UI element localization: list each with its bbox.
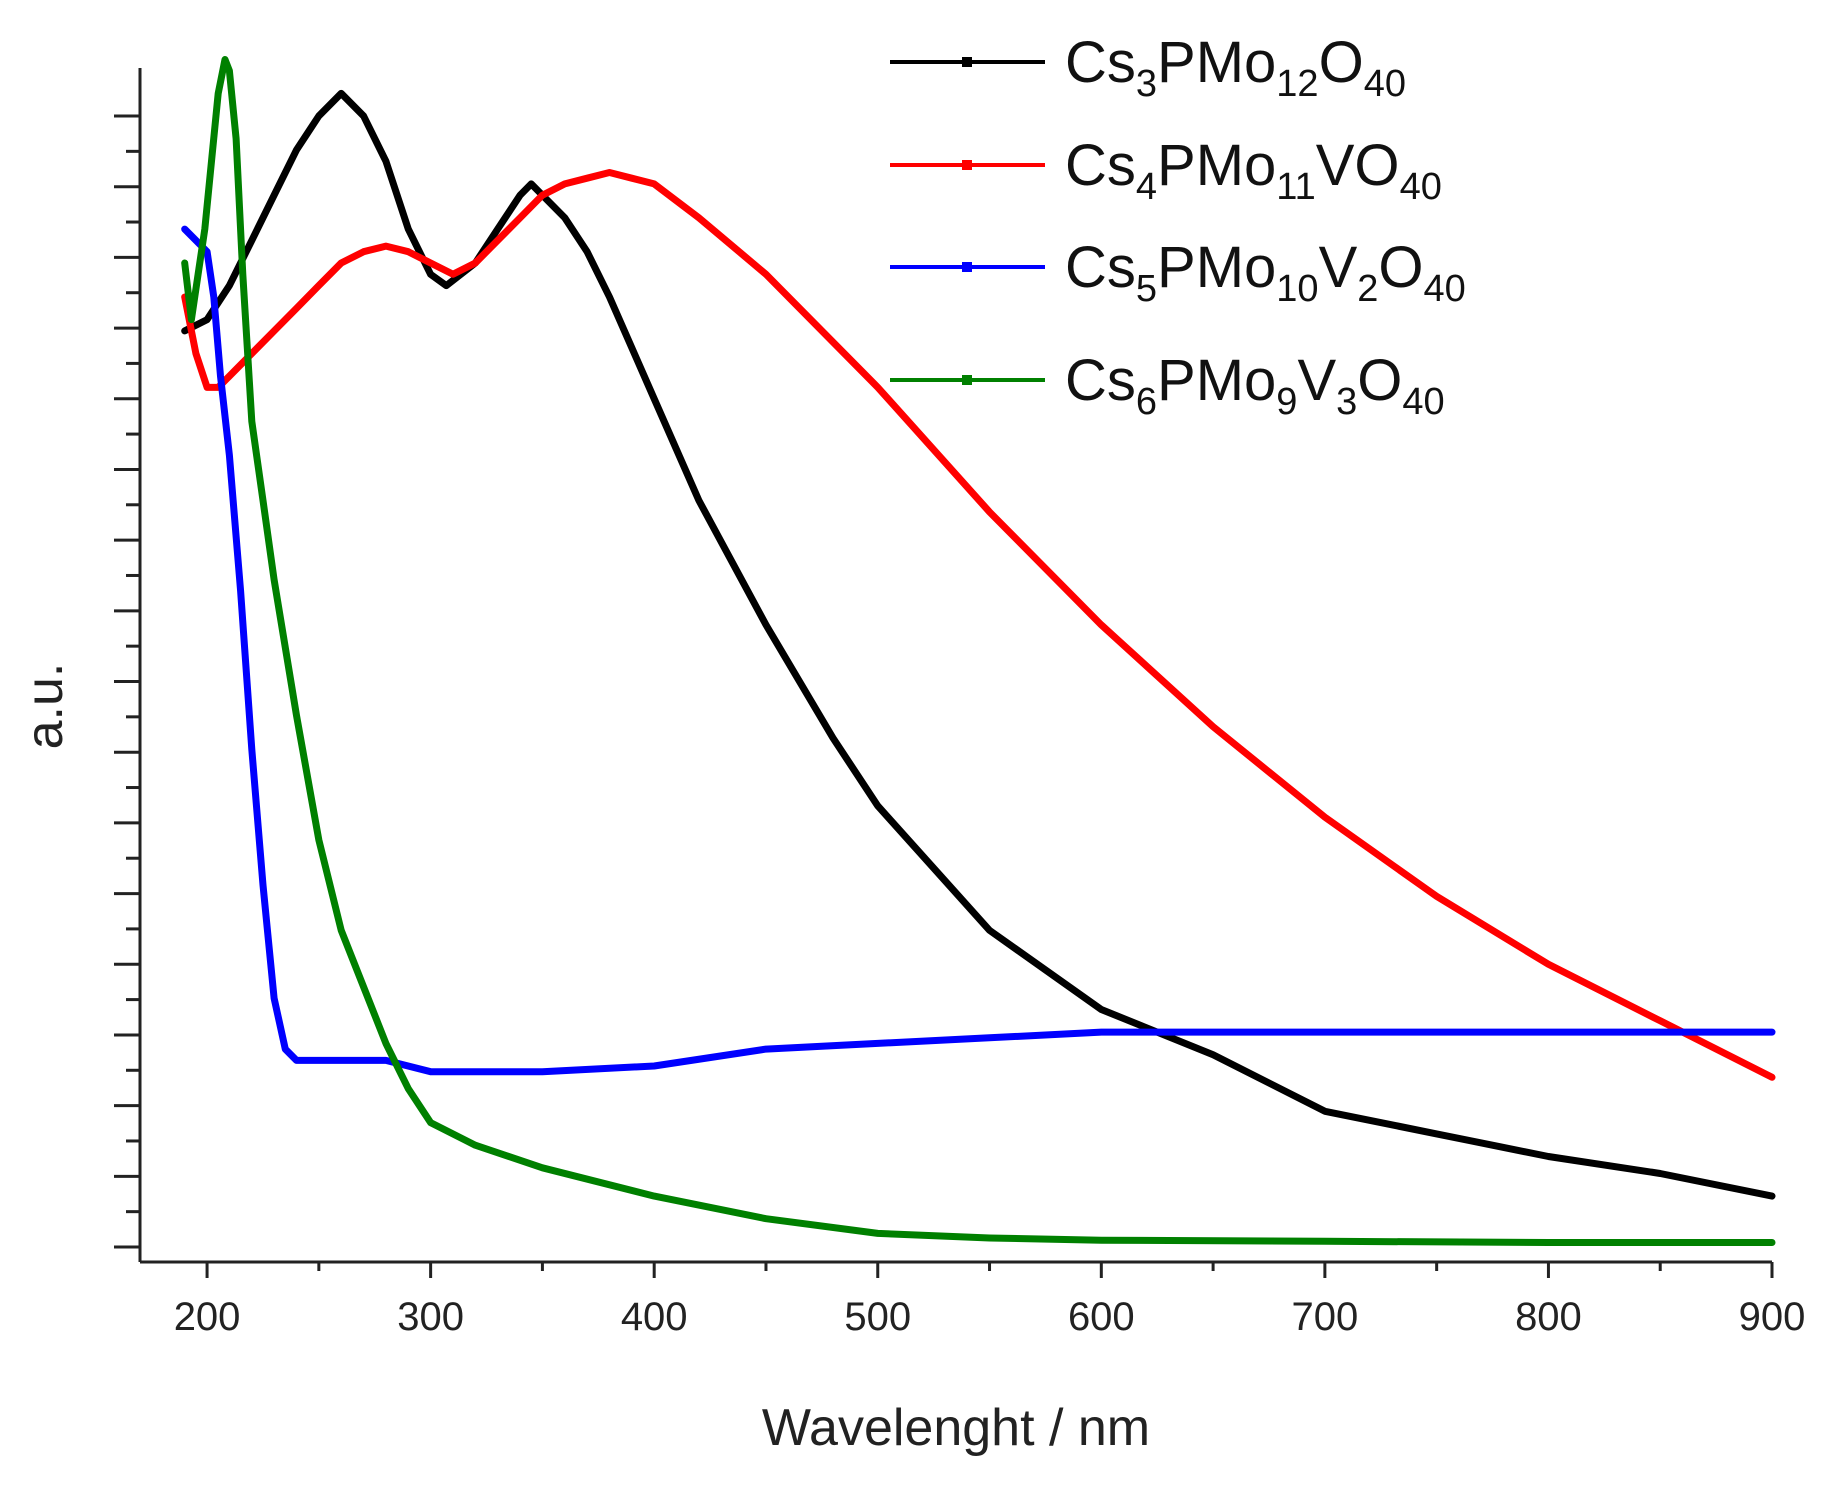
legend-label: Cs4PMo11VO40 [1065, 133, 1442, 208]
x-axis-title: Wavelenght / nm [762, 1399, 1150, 1457]
x-tick-label: 600 [1068, 1295, 1135, 1339]
series-line [181, 225, 1776, 1076]
legend-marker [962, 262, 972, 272]
legend-marker [962, 160, 972, 170]
x-ticks: 200 300 400 500 600 700 800 900 [174, 1262, 1806, 1339]
legend-marker [962, 375, 972, 385]
legend-label: Cs6PMo9V3O40 [1065, 348, 1445, 423]
x-tick-label: 700 [1292, 1295, 1359, 1339]
y-ticks [114, 114, 140, 1249]
x-tick-label: 900 [1739, 1295, 1806, 1339]
x-tick-label: 800 [1515, 1295, 1582, 1339]
series-layer [181, 56, 1776, 1246]
x-tick-label: 300 [397, 1295, 464, 1339]
legend-label: Cs5PMo10V2O40 [1065, 235, 1466, 310]
legend: Cs3PMo12O40 Cs4PMo11VO40 Cs5PMo10V2O40 Cs6P… [890, 30, 1466, 423]
y-axis-title: a.u. [16, 663, 74, 750]
legend-label: Cs3PMo12O40 [1065, 30, 1406, 105]
x-tick-label: 200 [174, 1295, 241, 1339]
series-line [181, 169, 1776, 1081]
series-line [181, 56, 1776, 1246]
x-tick-label: 400 [621, 1295, 688, 1339]
x-tick-label: 500 [844, 1295, 911, 1339]
plot-area: 200 300 400 500 600 700 800 900 [114, 56, 1806, 1339]
legend-marker [962, 57, 972, 67]
